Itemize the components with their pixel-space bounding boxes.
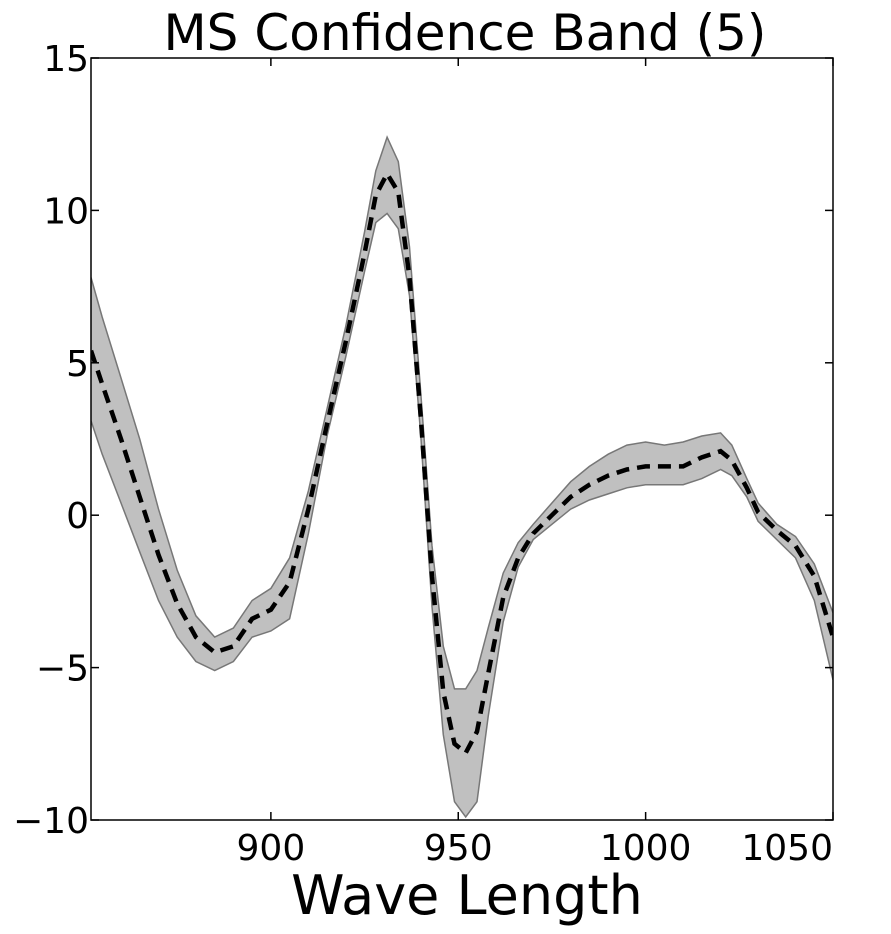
mean-series-line [91,169,833,757]
y-tick-label: 10 [43,191,89,232]
x-axis-label: Wave Length [291,864,643,927]
x-tick-label: 950 [424,828,493,869]
x-tick-label: 1000 [600,828,692,869]
confidence-band-area [91,137,833,817]
y-tick-label: 5 [66,344,89,385]
confidence-band-upper-edge [91,135,833,690]
x-tick-label: 1050 [741,828,833,869]
plot-area [91,135,833,819]
y-tick-label: −5 [36,649,89,690]
plot-frame [90,57,834,821]
x-axis: 900 950 1000 1050 [237,58,834,869]
x-tick-label: 900 [237,828,306,869]
y-tick-label: −10 [13,801,89,842]
y-tick-label: 15 [43,39,89,80]
y-axis: 15 10 5 0 −5 −10 [13,39,833,842]
confidence-band-lower-edge [91,212,833,819]
chart-title: MS Confidence Band (5) [164,4,767,62]
y-tick-label: 0 [66,496,89,537]
